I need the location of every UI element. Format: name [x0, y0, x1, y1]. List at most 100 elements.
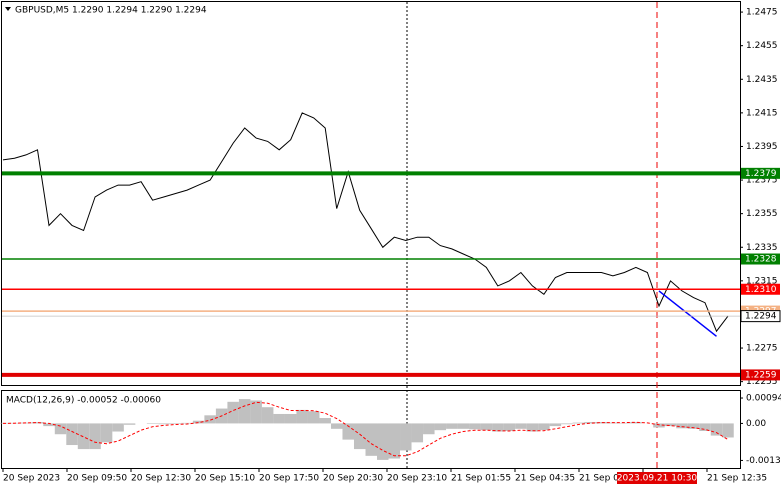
level-label: 1.2259 — [745, 370, 777, 380]
histogram-bar — [618, 422, 631, 424]
price-line — [2, 112, 729, 333]
histogram-bar — [538, 423, 550, 431]
histogram-bar — [204, 415, 216, 424]
histogram-bar — [676, 423, 688, 429]
histogram-bar — [181, 422, 193, 424]
histogram-bar — [89, 423, 101, 450]
histogram-bar — [43, 423, 55, 427]
histogram-bar — [377, 423, 389, 460]
x-tick-label: 20 Sep 15:10 — [195, 474, 255, 484]
level-label-box — [741, 253, 780, 265]
histogram-bar — [158, 423, 170, 425]
y-tick-label: 1.2255 — [746, 377, 778, 387]
histogram-bar — [227, 401, 239, 424]
chart-title: GBPUSD,M5 1.2290 1.2294 1.2290 1.2294 — [15, 6, 207, 16]
current-price-label: 1.2294 — [745, 312, 777, 322]
histogram-bar — [664, 423, 677, 427]
histogram-bar — [20, 422, 32, 424]
histogram-bar — [549, 423, 562, 427]
histogram-bar — [296, 409, 308, 424]
y-tick-label: 1.2355 — [746, 209, 778, 219]
histogram-bar — [434, 423, 447, 431]
y-tick-label: -0.00137 — [746, 456, 781, 466]
histogram-bar — [273, 413, 285, 424]
trend-line — [658, 290, 717, 337]
histogram-bar — [307, 411, 320, 424]
x-tick-label: 20 Sep 12:30 — [131, 474, 191, 484]
histogram-bar — [353, 423, 366, 450]
histogram-bar — [146, 423, 159, 424]
histogram-bar — [192, 420, 205, 424]
symbol-arrow — [5, 7, 11, 11]
y-tick-label: 1.2335 — [746, 243, 778, 253]
histogram-bar — [526, 423, 539, 432]
level-label: 1.2310 — [745, 285, 777, 295]
histogram-bar — [388, 423, 401, 459]
macd-title: MACD(12,26,9) -0.00052 -0.00060 — [6, 396, 161, 406]
cursor-label-box — [617, 472, 697, 484]
y-tick-label: 1.2315 — [746, 276, 778, 286]
histogram-bar — [653, 423, 665, 428]
x-tick-label: 21 Sep 12:35 — [707, 474, 767, 484]
histogram-bar — [238, 399, 251, 424]
y-tick-label: 1.2415 — [746, 108, 778, 118]
histogram-bar — [169, 423, 182, 424]
y-tick-label: 1.2375 — [746, 176, 778, 186]
y-tick-label: 1.2435 — [746, 75, 778, 85]
histogram-bar — [100, 423, 113, 443]
histogram-bar — [112, 423, 124, 432]
x-tick-label: 20 Sep 23:10 — [387, 474, 447, 484]
histogram-bar — [400, 423, 412, 451]
histogram-bar — [630, 422, 642, 424]
x-tick-label: 20 Sep 20:30 — [323, 474, 383, 484]
level-label-box — [741, 283, 780, 295]
histogram-bar — [699, 423, 711, 431]
histogram-bar — [54, 423, 67, 435]
x-tick-label: 20 Sep 09:50 — [67, 474, 127, 484]
histogram-bar — [722, 423, 734, 438]
histogram-bar — [319, 418, 331, 424]
x-tick-label: 20 Sep 17:50 — [259, 474, 319, 484]
histogram-bar — [66, 423, 78, 446]
signal-line — [2, 401, 729, 457]
x-tick-label: 21 Sep 04:35 — [515, 474, 575, 484]
histogram-bar — [469, 423, 481, 430]
y-tick-label: 0.00 — [746, 419, 766, 429]
histogram-bar — [584, 422, 596, 424]
histogram-bar — [710, 423, 723, 436]
histogram-bar — [250, 400, 262, 424]
level-label-box — [741, 167, 780, 179]
histogram-bar — [446, 423, 458, 429]
x-tick-label: 21 Sep 01:55 — [451, 474, 511, 484]
histogram-bar — [31, 422, 44, 424]
price-panel-frame — [1, 1, 741, 386]
y-tick-label: 1.2275 — [746, 344, 778, 354]
histogram-bar — [492, 423, 504, 432]
y-tick-label: 1.2475 — [746, 8, 778, 18]
level-label: 1.2328 — [745, 255, 777, 265]
y-tick-label: 1.2395 — [746, 142, 778, 152]
histogram-bar — [595, 422, 608, 424]
macd-panel-frame — [1, 390, 741, 469]
histogram-bar — [261, 407, 274, 424]
histogram-bar — [284, 413, 297, 424]
histogram-bar — [330, 423, 343, 429]
histogram-bar — [411, 423, 424, 443]
histogram-bar — [561, 423, 573, 425]
cursor-label: 2023.09.21 10:30 — [617, 474, 698, 484]
histogram-bar — [515, 423, 527, 429]
x-tick-label: 20 Sep 2023 — [3, 474, 60, 484]
level-label-box — [741, 369, 780, 381]
x-tick-label: 21 Sep 07:15 — [579, 474, 639, 484]
histogram-bar — [503, 423, 516, 431]
histogram-bar — [457, 423, 470, 429]
level-label: 1.2379 — [745, 169, 777, 179]
y-tick-label: 1.2455 — [746, 41, 778, 51]
histogram-bar — [572, 422, 585, 424]
y-tick-label: 0.00094 — [746, 394, 781, 404]
current-price-box — [740, 310, 781, 323]
histogram-bar — [365, 423, 378, 456]
histogram-bar — [77, 423, 90, 450]
